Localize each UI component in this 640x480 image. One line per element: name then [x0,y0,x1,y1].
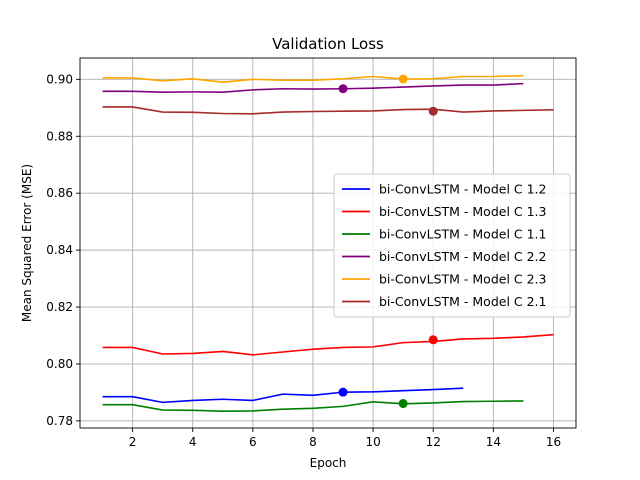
legend-label-0: bi-ConvLSTM - Model C 1.2 [379,182,546,197]
x-axis-label: Epoch [310,456,347,470]
legend-label-4: bi-ConvLSTM - Model C 2.3 [379,272,546,287]
best-epoch-marker-5 [428,106,438,116]
series-line-5 [102,106,554,115]
x-tick-label: 8 [309,435,317,449]
y-axis-label: Mean Squared Error (MSE) [20,164,34,322]
x-tick-label: 16 [546,435,561,449]
x-tick-label: 4 [189,435,197,449]
y-tick-label: 0.88 [46,129,73,143]
x-tick-label: 6 [249,435,257,449]
x-tick-label: 14 [486,435,501,449]
series-lines [102,74,554,413]
y-tick-label: 0.78 [46,414,73,428]
plot-area-frame [79,57,577,429]
y-tick-label: 0.90 [46,72,73,86]
series-line-4 [102,74,524,83]
y-axis-ticks: 0.78 0.80 0.82 0.84 0.86 0.88 0.90 [46,72,80,428]
legend-label-5: bi-ConvLSTM - Model C 2.1 [379,294,546,309]
y-tick-label: 0.82 [46,300,73,314]
x-tick-label: 12 [426,435,441,449]
legend-box [333,173,571,318]
best-epoch-marker-0 [338,387,348,397]
legend: bi-ConvLSTM - Model C 1.2 bi-ConvLSTM - M… [333,173,571,318]
series-markers [338,74,438,409]
chart-title: Validation Loss [272,35,384,53]
series-line-1 [102,333,554,356]
series-line-2 [102,400,524,413]
best-epoch-marker-2 [398,399,408,409]
best-epoch-marker-1 [428,335,438,345]
series-line-0 [102,387,464,404]
y-tick-label: 0.80 [46,357,73,371]
y-tick-label: 0.86 [46,186,73,200]
best-epoch-marker-3 [338,84,348,94]
series-line-3 [102,82,524,93]
legend-label-1: bi-ConvLSTM - Model C 1.3 [379,204,546,219]
legend-label-3: bi-ConvLSTM - Model C 2.2 [379,249,546,264]
x-tick-label: 2 [129,435,137,449]
best-epoch-marker-4 [398,74,408,84]
x-axis-ticks: 2 4 6 8 10 12 14 16 [129,428,561,449]
legend-label-2: bi-ConvLSTM - Model C 1.1 [379,227,546,242]
y-tick-label: 0.84 [46,243,73,257]
x-tick-label: 10 [365,435,380,449]
